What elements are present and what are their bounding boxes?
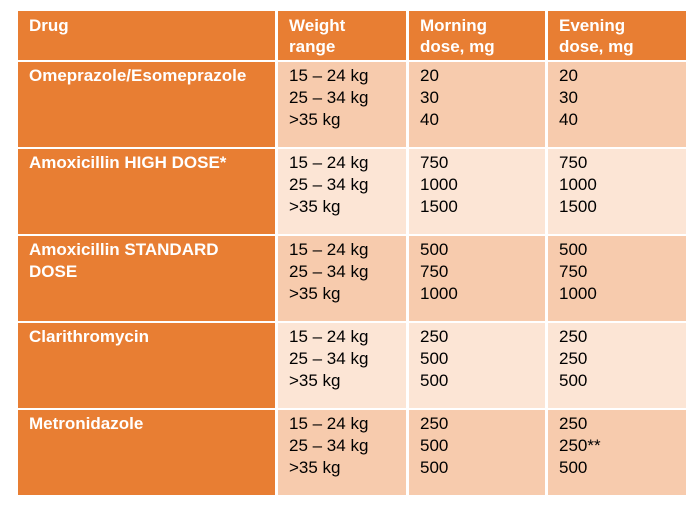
evening-dose-value: 750 <box>559 153 588 172</box>
weight-range-value: 25 – 34 kg <box>289 262 369 281</box>
weight-range-value: 15 – 24 kg <box>289 153 369 172</box>
header-line: dose, mg <box>420 37 495 56</box>
weight-range-value: 15 – 24 kg <box>289 414 369 433</box>
table-row-metronidazole: Metronidazole 15 – 24 kg 25 – 34 kg >35 … <box>15 408 689 497</box>
header-line: dose, mg <box>559 37 634 56</box>
evening-dose-value: 1000 <box>559 284 597 303</box>
weight-range-value: 25 – 34 kg <box>289 175 369 194</box>
table-row-amoxicillin-high: Amoxicillin HIGH DOSE* 15 – 24 kg 25 – 3… <box>15 147 689 236</box>
morning-dose-cell: 20 30 40 <box>406 60 548 149</box>
evening-dose-value: 250 <box>559 414 588 433</box>
drug-name: Amoxicillin STANDARD DOSE <box>29 240 219 281</box>
weight-range-value: 15 – 24 kg <box>289 66 369 85</box>
weight-range-value: 25 – 34 kg <box>289 436 369 455</box>
weight-range-value: >35 kg <box>289 197 341 216</box>
morning-dose-value: 250 <box>420 327 449 346</box>
weight-range-cell: 15 – 24 kg 25 – 34 kg >35 kg <box>275 60 409 149</box>
morning-dose-value: 750 <box>420 262 449 281</box>
weight-range-value: 15 – 24 kg <box>289 327 369 346</box>
header-line: Morning <box>420 16 488 35</box>
weight-range-value: >35 kg <box>289 371 341 390</box>
morning-dose-value: 500 <box>420 436 449 455</box>
evening-dose-value: 500 <box>559 240 588 259</box>
morning-dose-value: 1500 <box>420 197 458 216</box>
drug-name: Metronidazole <box>29 414 144 433</box>
weight-range-cell: 15 – 24 kg 25 – 34 kg >35 kg <box>275 234 409 323</box>
drug-name: Clarithromycin <box>29 327 149 346</box>
column-header-evening-dose: Evening dose, mg <box>545 9 689 62</box>
morning-dose-value: 20 <box>420 66 439 85</box>
drug-name-cell: Omeprazole/Esomeprazole <box>15 60 278 149</box>
morning-dose-cell: 500 750 1000 <box>406 234 548 323</box>
morning-dose-value: 250 <box>420 414 449 433</box>
drug-name-cell: Clarithromycin <box>15 321 278 410</box>
drug-name-cell: Amoxicillin HIGH DOSE* <box>15 147 278 236</box>
header-line: Evening <box>559 16 626 35</box>
evening-dose-value: 750 <box>559 262 588 281</box>
morning-dose-value: 40 <box>420 110 439 129</box>
morning-dose-value: 500 <box>420 240 449 259</box>
drug-name: Amoxicillin HIGH DOSE* <box>29 153 227 172</box>
weight-range-value: 25 – 34 kg <box>289 349 369 368</box>
evening-dose-value: 30 <box>559 88 578 107</box>
morning-dose-value: 30 <box>420 88 439 107</box>
evening-dose-value: 500 <box>559 458 588 477</box>
evening-dose-value: 1000 <box>559 175 597 194</box>
column-header-drug: Drug <box>15 9 278 62</box>
morning-dose-value: 1000 <box>420 175 458 194</box>
weight-range-value: 15 – 24 kg <box>289 240 369 259</box>
drug-name-cell: Metronidazole <box>15 408 278 497</box>
evening-dose-cell: 250 250** 500 <box>545 408 689 497</box>
morning-dose-value: 1000 <box>420 284 458 303</box>
morning-dose-cell: 250 500 500 <box>406 321 548 410</box>
weight-range-cell: 15 – 24 kg 25 – 34 kg >35 kg <box>275 321 409 410</box>
evening-dose-cell: 500 750 1000 <box>545 234 689 323</box>
evening-dose-value: 20 <box>559 66 578 85</box>
evening-dose-value: 1500 <box>559 197 597 216</box>
weight-range-value: >35 kg <box>289 284 341 303</box>
morning-dose-value: 500 <box>420 371 449 390</box>
evening-dose-value: 250** <box>559 436 601 455</box>
column-header-morning-dose: Morning dose, mg <box>406 9 548 62</box>
header-line: range <box>289 37 336 56</box>
weight-range-value: >35 kg <box>289 458 341 477</box>
column-header-weight-range: Weight range <box>275 9 409 62</box>
header-line: Drug <box>29 16 69 35</box>
evening-dose-value: 40 <box>559 110 578 129</box>
table-row-clarithromycin: Clarithromycin 15 – 24 kg 25 – 34 kg >35… <box>15 321 689 410</box>
morning-dose-value: 750 <box>420 153 449 172</box>
evening-dose-cell: 20 30 40 <box>545 60 689 149</box>
drug-name-cell: Amoxicillin STANDARD DOSE <box>15 234 278 323</box>
weight-range-cell: 15 – 24 kg 25 – 34 kg >35 kg <box>275 147 409 236</box>
weight-range-value: >35 kg <box>289 110 341 129</box>
drug-name: Omeprazole/Esomeprazole <box>29 66 247 85</box>
evening-dose-value: 250 <box>559 327 588 346</box>
evening-dose-value: 500 <box>559 371 588 390</box>
weight-range-value: 25 – 34 kg <box>289 88 369 107</box>
morning-dose-cell: 750 1000 1500 <box>406 147 548 236</box>
table-row-amoxicillin-standard: Amoxicillin STANDARD DOSE 15 – 24 kg 25 … <box>15 234 689 323</box>
morning-dose-value: 500 <box>420 349 449 368</box>
evening-dose-cell: 250 250 500 <box>545 321 689 410</box>
morning-dose-value: 500 <box>420 458 449 477</box>
table-row-omeprazole: Omeprazole/Esomeprazole 15 – 24 kg 25 – … <box>15 60 689 149</box>
drug-dosing-table: Drug Weight range Morning dose, mg Eveni… <box>15 9 689 497</box>
evening-dose-value: 250 <box>559 349 588 368</box>
evening-dose-cell: 750 1000 1500 <box>545 147 689 236</box>
header-line: Weight <box>289 16 346 35</box>
weight-range-cell: 15 – 24 kg 25 – 34 kg >35 kg <box>275 408 409 497</box>
morning-dose-cell: 250 500 500 <box>406 408 548 497</box>
header-row: Drug Weight range Morning dose, mg Eveni… <box>15 9 689 62</box>
